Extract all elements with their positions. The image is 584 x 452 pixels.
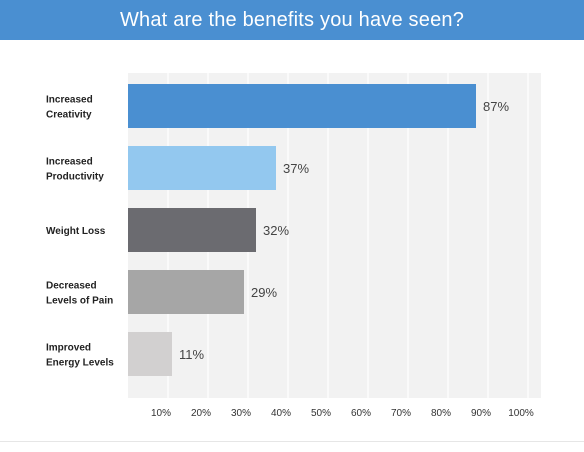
x-tick-label: 50% (311, 408, 331, 419)
value-label: 87% (483, 99, 509, 114)
value-label: 11% (179, 347, 204, 362)
footer-divider (0, 441, 584, 442)
x-tick-label: 100% (508, 408, 534, 419)
x-tick-label: 70% (391, 408, 411, 419)
bar (128, 332, 172, 376)
x-tick-label: 40% (271, 408, 291, 419)
category-label: Weight Loss (46, 226, 106, 237)
x-tick-label: 60% (351, 408, 371, 419)
category-label: Improved Energy Levels (46, 343, 114, 369)
category-label-line: Increased (46, 95, 93, 106)
category-label-line: Levels of Pain (46, 296, 113, 307)
x-tick-label: 80% (431, 408, 451, 419)
bar (128, 270, 244, 314)
bar (128, 208, 256, 252)
chart-header: What are the benefits you have seen? (0, 0, 584, 40)
category-label-line: Creativity (46, 110, 92, 121)
bar-chart: 87% Increased Creativity 37% Increased Produc… (46, 73, 541, 419)
bar (128, 146, 276, 190)
x-tick-label: 20% (191, 408, 211, 419)
category-label-line: Weight Loss (46, 226, 106, 237)
category-label: Decreased Levels of Pain (46, 281, 113, 307)
chart-title: What are the benefits you have seen? (119, 8, 465, 31)
value-label: 37% (283, 161, 309, 176)
category-label-line: Energy Levels (46, 358, 114, 369)
chart-area: 87% Increased Creativity 37% Increased Produc… (0, 40, 584, 452)
category-label: Increased Creativity (46, 95, 93, 121)
x-tick-label: 30% (231, 408, 251, 419)
category-label-line: Improved (46, 343, 91, 354)
value-label: 29% (251, 285, 277, 300)
bar (128, 84, 476, 128)
category-label-line: Decreased (46, 281, 97, 292)
category-label-line: Productivity (46, 172, 104, 183)
value-label: 32% (263, 223, 289, 238)
category-label-line: Increased (46, 157, 93, 168)
x-tick-label: 10% (151, 408, 171, 419)
x-tick-label: 90% (471, 408, 491, 419)
category-label: Increased Productivity (46, 157, 104, 183)
